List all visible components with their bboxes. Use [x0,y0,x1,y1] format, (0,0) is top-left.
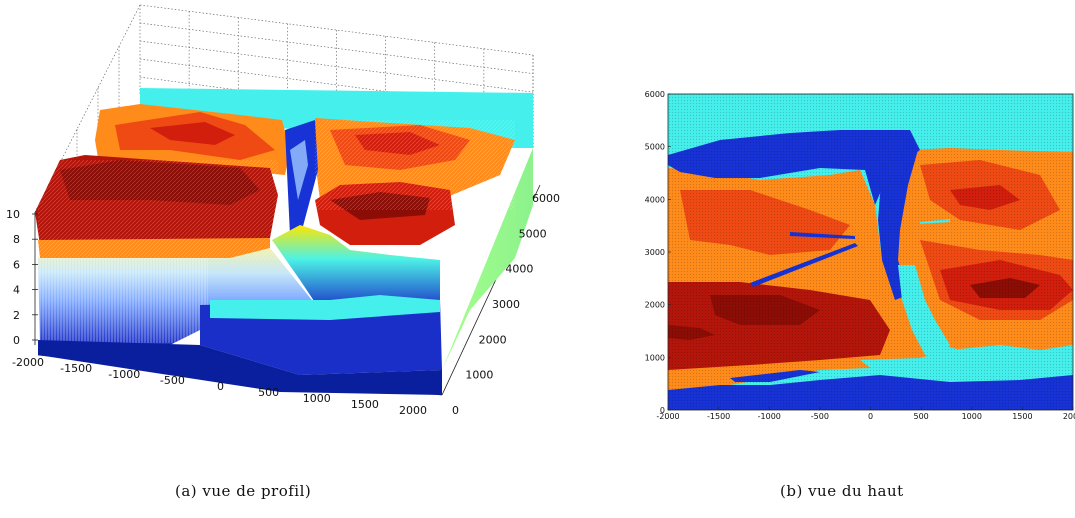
x-tick-label: -2000 [12,356,44,369]
x-tick-label: -1500 [60,362,92,375]
x-tick-label: 2000 [399,404,427,417]
y-tick-label: 3000 [645,248,665,257]
y-tick-label: 5000 [645,143,665,152]
terrain-surface [35,88,533,395]
y-tick-label: 4000 [645,195,665,204]
z-tick-label: 2 [13,309,20,322]
x-tick-label: -1500 [707,412,730,421]
x-tick-label: -1000 [758,412,781,421]
z-tick-label: 0 [13,334,20,347]
heatmap-top-view: -2000 -1500 -1000 -500 0 500 1000 1500 2000 0 1000… [645,90,1075,421]
z-tick-label: 4 [13,284,20,297]
x-tick-label: 1000 [303,392,331,405]
axis-tick-labels-3d: 0 2 4 6 8 10 -2000 -1500 -1000 -500 0 500 1000 1500 20… [6,192,560,417]
panel-profile-view: 0 2 4 6 8 10 -2000 -1500 -1000 -500 0 500 1000 1500 20… [6,4,560,500]
z-tick-label: 8 [13,233,20,246]
y-tick-label: 2000 [479,333,507,346]
x-tick-label: 1500 [1012,412,1032,421]
z-tick-label: 6 [13,258,20,271]
terrain-map [668,94,1073,410]
y-tick-label: 0 [660,406,665,415]
x-tick-label: 2000 [1063,412,1075,421]
x-tick-label: -2000 [656,412,679,421]
y-tick-label: 1000 [645,353,665,362]
y-tick-label: 2000 [645,301,665,310]
y-tick-label: 6000 [532,192,560,205]
caption-profile-view: (a) vue de profil) [175,482,312,500]
y-tick-label: 0 [452,404,459,417]
x-tick-label: 1000 [962,412,982,421]
y-tick-label: 4000 [505,263,533,276]
y-tick-label: 3000 [492,298,520,311]
panel-top-view: -2000 -1500 -1000 -500 0 500 1000 1500 2000 0 1000… [620,0,1075,518]
x-tick-label: 0 [217,380,224,393]
axes-top-view: -2000 -1500 -1000 -500 0 500 1000 1500 2000 0 1000… [645,90,1075,421]
x-tick-label: 500 [258,386,279,399]
y-tick-label: 6000 [645,90,665,99]
x-tick-label: 500 [913,412,928,421]
caption-top-view: (b) vue du haut [780,482,904,500]
x-tick-label: -500 [811,412,829,421]
x-tick-label: 0 [868,412,873,421]
surface-3d-plot: 0 2 4 6 8 10 -2000 -1500 -1000 -500 0 500 1000 1500 20… [6,4,560,417]
x-tick-label: 1500 [351,398,379,411]
z-tick-label: 10 [6,208,20,221]
y-tick-label: 5000 [519,227,547,240]
y-tick-label: 1000 [465,369,493,382]
x-tick-label: -1000 [108,368,140,381]
x-tick-label: -500 [160,374,185,387]
